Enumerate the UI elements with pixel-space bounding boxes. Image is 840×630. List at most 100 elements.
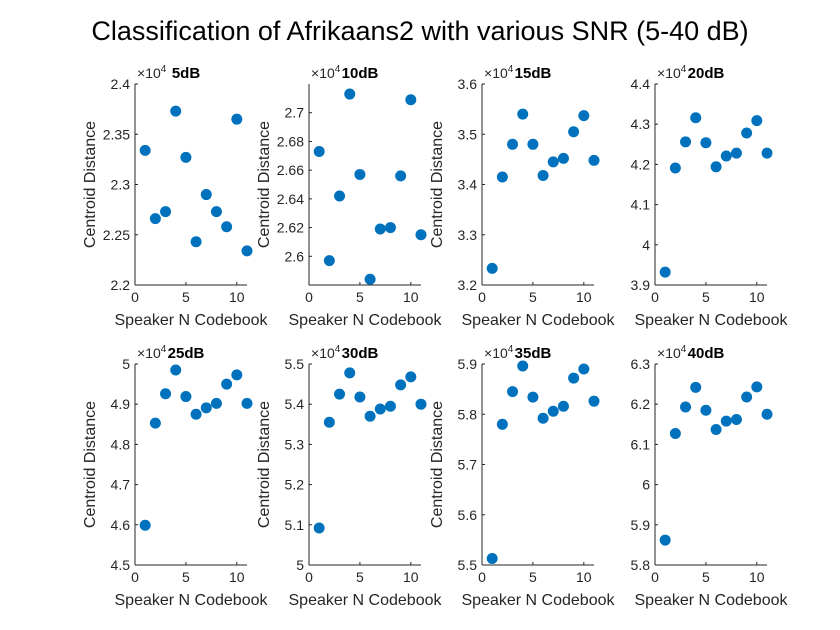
data-point: [741, 391, 753, 403]
data-point: [710, 424, 722, 436]
data-point: [384, 222, 396, 234]
y-tick-label: 2.4: [111, 76, 131, 92]
data-point: [313, 522, 325, 534]
data-point: [334, 388, 346, 400]
y-tick-label: 5: [122, 356, 130, 372]
y-tick-label: 2.66: [277, 162, 304, 178]
subplot-title: 25dB: [168, 345, 205, 362]
x-tick-label: 0: [131, 569, 139, 585]
y-tick-label: 5.9: [631, 517, 651, 533]
data-point: [210, 397, 222, 409]
x-tick-label: 0: [305, 569, 313, 585]
y-tick-label: 4.3: [631, 116, 651, 132]
data-point: [690, 112, 702, 124]
subplot-title: 20dB: [688, 65, 725, 82]
y-multiplier-times: ×: [657, 345, 665, 361]
data-point: [659, 534, 671, 546]
y-tick-label: 3.2: [458, 277, 478, 293]
data-point: [180, 391, 192, 403]
data-point: [364, 410, 376, 422]
y-multiplier: ×104: [311, 344, 341, 361]
data-point: [507, 386, 519, 398]
x-tick-label: 5: [529, 289, 537, 305]
data-point: [496, 171, 508, 183]
data-point: [557, 152, 569, 164]
x-tick-label: 10: [229, 289, 245, 305]
data-point: [241, 245, 253, 257]
data-point: [374, 403, 386, 415]
data-point: [200, 189, 212, 201]
data-point: [751, 115, 763, 127]
data-point: [547, 405, 559, 417]
y-multiplier-times: ×: [484, 65, 492, 81]
y-multiplier-exponent: 4: [335, 344, 341, 355]
y-tick-label: 5.8: [458, 406, 478, 422]
x-tick-label: 5: [702, 569, 710, 585]
data-point: [200, 402, 212, 414]
data-point: [354, 391, 366, 403]
x-tick-label: 0: [651, 569, 659, 585]
data-point: [344, 88, 356, 100]
y-tick-label: 4.6: [111, 517, 131, 533]
y-multiplier-times: ×: [657, 65, 665, 81]
data-point: [149, 417, 161, 429]
y-multiplier-times: ×: [311, 345, 319, 361]
y-multiplier-base: 10: [145, 345, 161, 361]
data-point: [160, 206, 172, 218]
x-axis-label: Speaker N Codebook: [115, 592, 269, 609]
y-tick-label: 3.9: [631, 277, 651, 293]
x-axis-label: Speaker N Codebook: [289, 312, 443, 329]
subplot-title: 30dB: [342, 345, 379, 362]
data-point: [659, 266, 671, 278]
y-tick-label: 4.9: [111, 396, 131, 412]
y-tick-label: 3.5: [458, 126, 478, 142]
data-point: [507, 138, 519, 150]
data-point: [761, 147, 773, 159]
y-tick-label: 5: [296, 557, 304, 573]
y-tick-label: 5.6: [458, 507, 478, 523]
data-point: [170, 364, 182, 376]
data-point: [190, 408, 202, 420]
subplot-2: 0 5 102.62.622.642.662.682.7×104 10dBSpeake…: [256, 64, 442, 329]
y-tick-label: 2.64: [277, 191, 304, 207]
data-point: [241, 397, 253, 409]
data-point: [323, 416, 335, 428]
x-tick-label: 10: [576, 289, 592, 305]
data-point: [354, 168, 366, 180]
y-tick-label: 2.35: [103, 126, 130, 142]
data-point: [751, 381, 763, 393]
y-tick-label: 5.1: [285, 517, 305, 533]
y-multiplier-exponent: 4: [335, 64, 341, 75]
y-tick-label: 5.3: [285, 436, 305, 452]
y-multiplier-times: ×: [137, 65, 145, 81]
data-point: [405, 371, 417, 383]
data-point: [384, 400, 396, 412]
data-point: [149, 213, 161, 225]
y-tick-label: 5.8: [631, 557, 651, 573]
data-point: [690, 381, 702, 393]
x-tick-label: 5: [182, 569, 190, 585]
data-point: [741, 127, 753, 139]
y-tick-label: 4.7: [111, 477, 131, 493]
data-point: [680, 401, 692, 413]
subplot-title: 40dB: [688, 345, 725, 362]
data-point: [139, 519, 151, 531]
y-tick-label: 6.2: [631, 396, 651, 412]
y-tick-label: 4.5: [111, 557, 131, 573]
y-multiplier-exponent: 4: [681, 344, 687, 355]
data-point: [344, 367, 356, 379]
y-multiplier: ×104: [657, 344, 687, 361]
data-point: [517, 360, 529, 372]
y-multiplier-base: 10: [492, 345, 508, 361]
data-point: [700, 404, 712, 416]
y-multiplier-exponent: 4: [681, 64, 687, 75]
y-multiplier: ×104: [657, 64, 687, 81]
data-point: [568, 372, 580, 384]
data-point: [405, 94, 417, 106]
y-tick-label: 2.62: [277, 220, 304, 236]
data-point: [139, 144, 151, 156]
